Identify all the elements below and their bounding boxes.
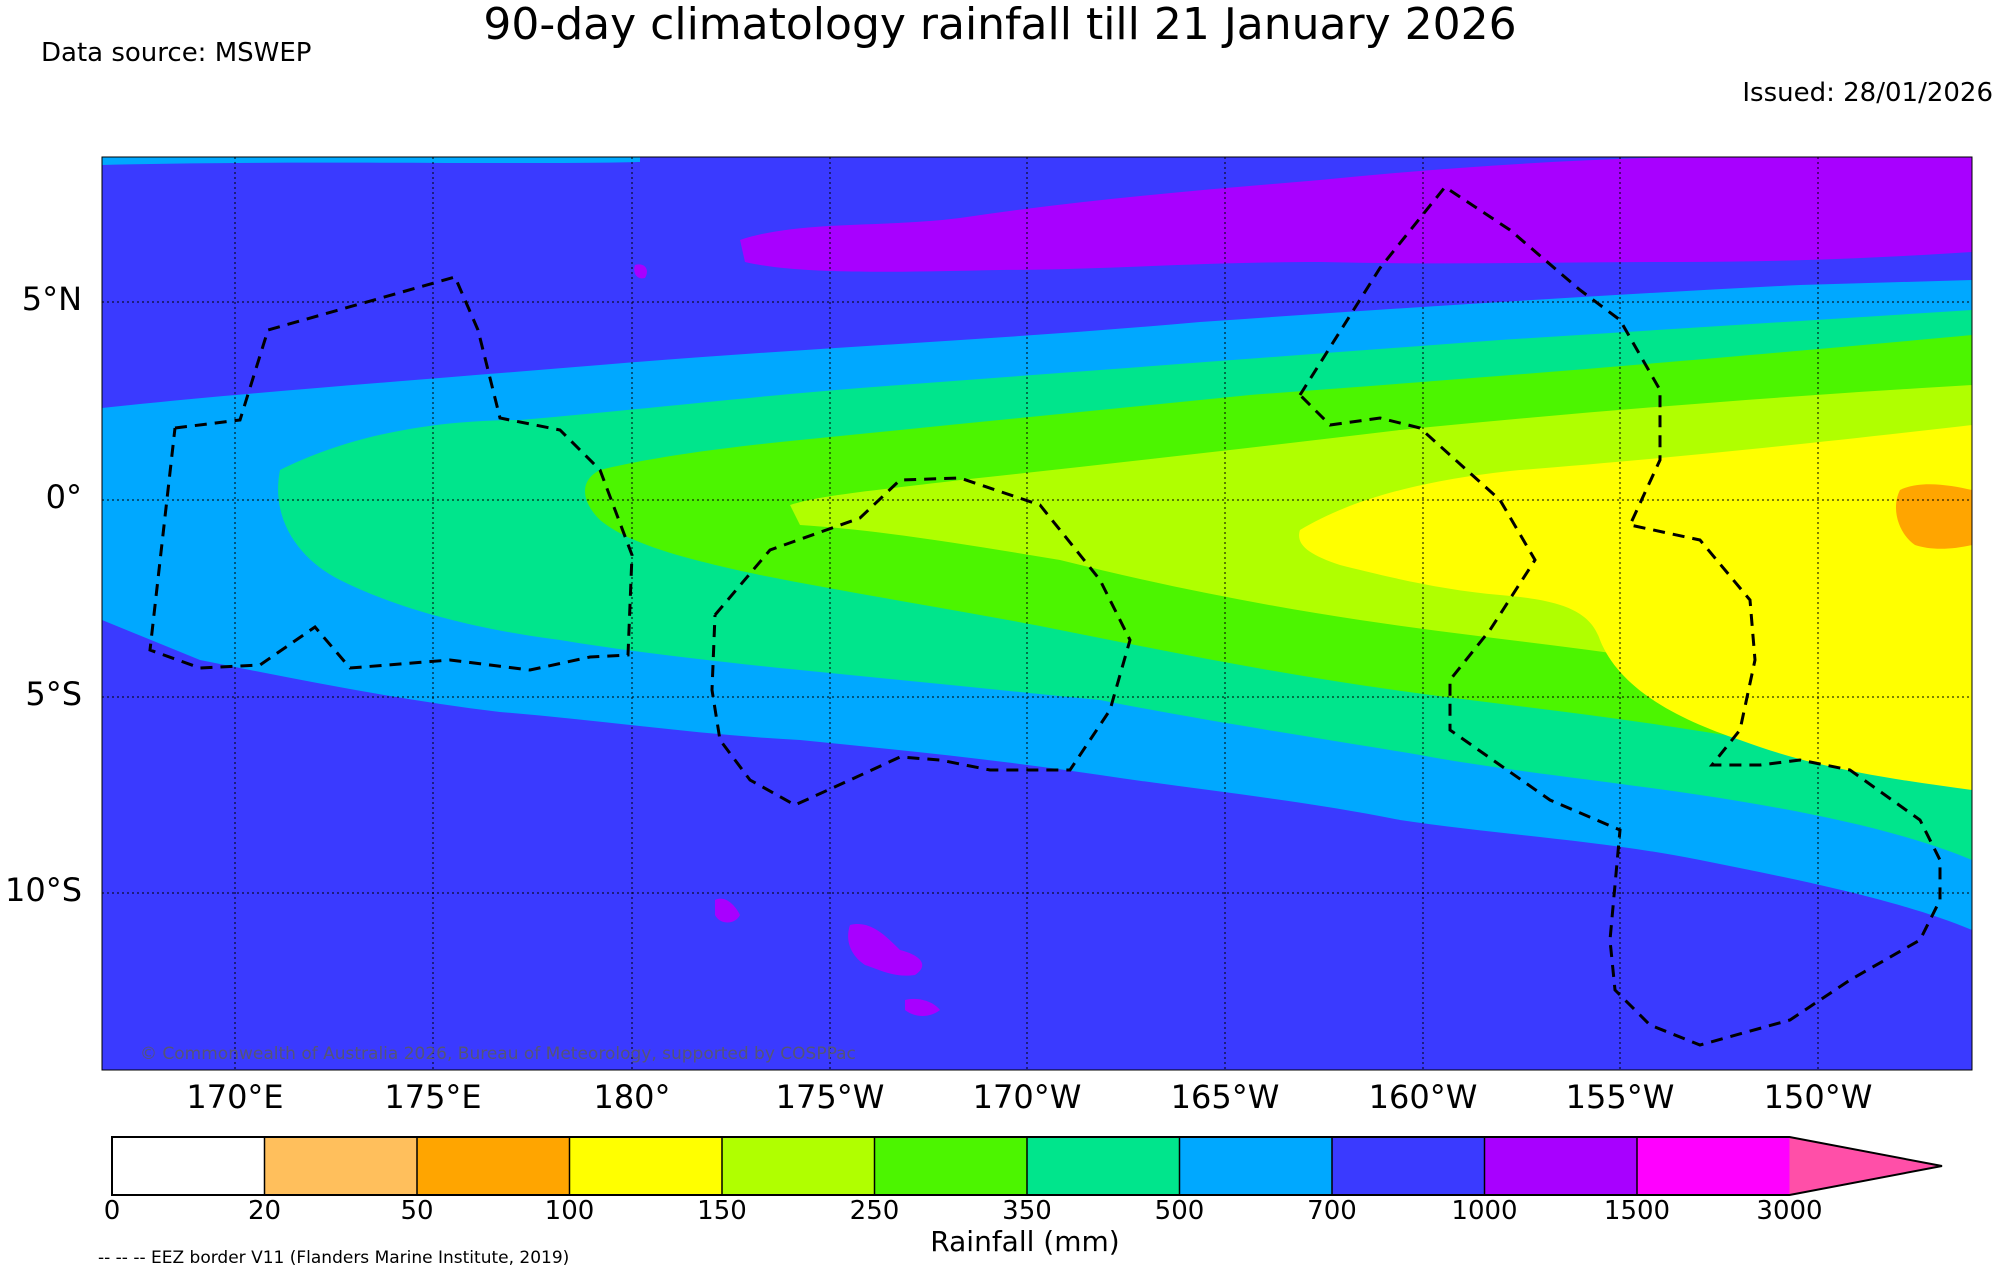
colorbar-segment-3	[569, 1137, 722, 1195]
graticule	[102, 157, 1972, 1070]
lon-label-160w: 160°W	[1368, 1078, 1478, 1116]
issued-date: Issued: 28/01/2026	[1742, 78, 1993, 108]
colorbar-tick: 350	[1002, 1196, 1052, 1226]
lat-label-5s: 5°S	[25, 675, 82, 713]
colorbar-segment-1	[264, 1137, 417, 1195]
colorbar-tick: 20	[247, 1196, 282, 1226]
lon-label-170w: 170°W	[972, 1078, 1082, 1116]
colorbar-tick: 1000	[1451, 1196, 1518, 1226]
island-rain-patch-3	[905, 998, 940, 1016]
island-rain-patch-4	[634, 264, 647, 279]
lon-label-165w: 165°W	[1170, 1078, 1280, 1116]
lon-label-170e: 170°E	[186, 1078, 284, 1116]
lat-label-0: 0°	[45, 478, 82, 516]
colorbar-tick: 1500	[1603, 1196, 1671, 1226]
band-100-150	[1299, 425, 1972, 790]
colorbar-extend-arrow	[1789, 1137, 1942, 1195]
colorbar-segment-10	[1637, 1137, 1790, 1195]
colorbar-segment-8	[1332, 1137, 1485, 1195]
copyright-notice: © Commonwealth of Australia 2026, Bureau…	[140, 1044, 856, 1064]
colorbar	[111, 1136, 1943, 1196]
data-source: Data source: MSWEP	[41, 38, 312, 68]
map-title: 90-day climatology rainfall till 21 Janu…	[483, 0, 1517, 50]
colorbar-tick: 150	[697, 1196, 747, 1226]
colorbar-segment-7	[1179, 1137, 1332, 1195]
lon-label-180: 180°	[593, 1078, 671, 1116]
lat-label-5n: 5°N	[21, 280, 82, 318]
island-rain-patch-2	[848, 924, 923, 976]
colorbar-tick: 3000	[1756, 1196, 1823, 1226]
colorbar-tick: 250	[849, 1196, 900, 1226]
colorbar-tick: 50	[400, 1196, 434, 1226]
eez-borders	[148, 184, 1942, 1047]
colorbar-segment-0	[112, 1137, 265, 1195]
colorbar-segment-4	[722, 1137, 875, 1195]
colorbar-tick: 700	[1307, 1196, 1357, 1226]
band-1000-1500-north	[740, 157, 1972, 272]
lon-label-175e: 175°E	[384, 1078, 482, 1116]
colorbar-label: Rainfall (mm)	[930, 1225, 1120, 1258]
colorbar-tick: 500	[1154, 1196, 1205, 1226]
lon-label-155w: 155°W	[1565, 1078, 1675, 1116]
map-frame	[101, 156, 1973, 1071]
lat-label-10s: 10°S	[4, 871, 82, 909]
island-rain-patch-1	[715, 898, 740, 923]
colorbar-tick: 100	[544, 1196, 595, 1226]
lon-label-150w: 150°W	[1763, 1078, 1873, 1116]
colorbar-segment-9	[1484, 1137, 1637, 1195]
colorbar-segment-5	[874, 1137, 1027, 1195]
colorbar-segment-6	[1027, 1137, 1180, 1195]
colorbar-tick: 0	[103, 1196, 121, 1226]
lon-label-175w: 175°W	[775, 1078, 885, 1116]
eez-border-note: -- -- -- EEZ border V11 (Flanders Marine…	[98, 1248, 570, 1268]
colorbar-segment-2	[417, 1137, 570, 1195]
